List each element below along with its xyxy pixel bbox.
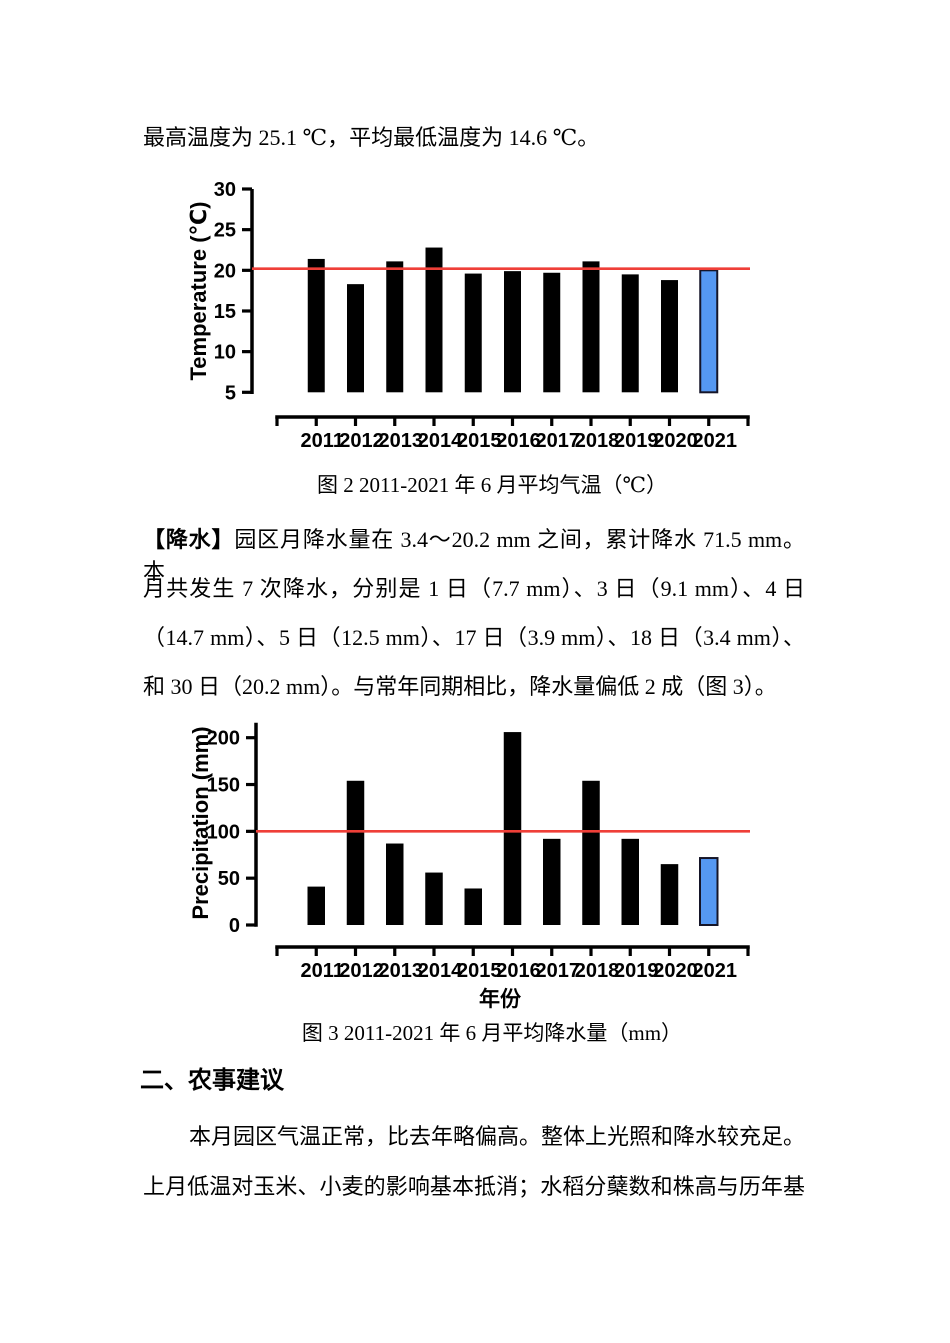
x-tick-label-2017: 2017	[536, 960, 581, 982]
bar-2011	[307, 886, 325, 925]
x-tick-label-2014: 2014	[418, 960, 463, 982]
precip-paragraph-line-3: （14.7 mm）、5 日（12.5 mm）、17 日（3.9 mm）、18 日…	[143, 625, 805, 650]
x-tick-label-2015: 2015	[457, 430, 502, 452]
bar-2012	[347, 284, 364, 393]
y-tick-label: 15	[214, 301, 236, 323]
y-axis-label: Temperature (℃)	[186, 201, 211, 380]
bar-2018	[582, 261, 600, 393]
y-axis-label: Precipitation (mm)	[188, 726, 213, 919]
bar-2014	[425, 247, 443, 393]
precip-line-1-text: 园区月降水量在 3.4～20.2 mm 之间，累计降水 71.5 mm。本	[143, 527, 805, 584]
x-tick-label-2021: 2021	[693, 960, 738, 982]
bar-2021	[699, 857, 719, 926]
bar-2017	[543, 272, 561, 393]
x-tick-label-2013: 2013	[379, 960, 424, 982]
precip-paragraph-line-4: 和 30 日（20.2 mm）。与常年同期相比，降水量偏低 2 成（图 3）。	[143, 674, 777, 699]
bar-2019	[621, 274, 639, 393]
bar-2016	[504, 271, 521, 393]
y-tick-label: 10	[214, 342, 236, 364]
precip-paragraph-line-1: 【降水】园区月降水量在 3.4～20.2 mm 之间，累计降水 71.5 mm。…	[143, 524, 805, 588]
x-tick-label-2016: 2016	[496, 430, 541, 452]
bar-2011	[307, 258, 325, 393]
y-tick-label: 150	[207, 775, 240, 797]
x-tick-label-2018: 2018	[575, 430, 620, 452]
bar-2020	[661, 280, 678, 393]
y-tick-label: 0	[229, 915, 240, 937]
y-tick-label: 5	[225, 382, 236, 404]
x-tick-label-2021: 2021	[693, 430, 738, 452]
x-tick-label-2013: 2013	[379, 430, 424, 452]
bar-2021	[699, 269, 719, 394]
figure3-caption: 图 3 2011-2021 年 6 月平均降水量（mm）	[301, 1021, 683, 1045]
precip-lead-label: 【降水】	[143, 527, 235, 552]
x-tick-label-2016: 2016	[496, 960, 541, 982]
x-tick-label-2019: 2019	[614, 430, 659, 452]
x-tick-label-2015: 2015	[457, 960, 502, 982]
advice-paragraph-line-1: 本月园区气温正常，比去年略偏高。整体上光照和降水较充足。	[189, 1124, 806, 1149]
x-tick-label-2011: 2011	[301, 430, 344, 452]
x-tick-label-2014: 2014	[418, 430, 463, 452]
x-axis-label: 年份	[479, 987, 522, 1011]
x-tick-label-2011: 2011	[301, 960, 344, 982]
intro-line: 最高温度为 25.1 ℃，平均最低温度为 14.6 ℃。	[143, 125, 600, 150]
bar-2015	[464, 273, 482, 393]
precip-paragraph-line-2: 月共发生 7 次降水，分别是 1 日（7.7 mm）、3 日（9.1 mm）、4…	[143, 576, 805, 601]
figure2-caption: 图 2 2011-2021 年 6 月平均气温（℃）	[317, 473, 667, 497]
bar-2013	[386, 843, 404, 925]
bar-2018	[582, 780, 600, 925]
y-tick-label: 200	[207, 728, 240, 750]
bar-2013	[386, 261, 404, 393]
section-heading: 二、农事建议	[140, 1068, 284, 1094]
advice-paragraph-line-2: 上月低温对玉米、小麦的影响基本抵消；水稻分蘖数和株高与历年基	[143, 1174, 805, 1199]
bar-2014	[425, 872, 443, 925]
x-tick-label-2020: 2020	[653, 960, 698, 982]
y-tick-label: 20	[214, 260, 236, 282]
y-tick-label: 25	[214, 220, 236, 242]
bar-2020	[660, 864, 679, 925]
x-tick-label-2012: 2012	[339, 430, 384, 452]
bar-2015	[464, 888, 482, 925]
bar-2019	[621, 838, 639, 925]
x-tick-label-2019: 2019	[614, 960, 659, 982]
x-tick-label-2012: 2012	[339, 960, 384, 982]
x-tick-label-2017: 2017	[536, 430, 581, 452]
y-tick-label: 50	[218, 868, 240, 890]
x-tick-label-2018: 2018	[575, 960, 620, 982]
y-tick-label: 100	[207, 821, 240, 843]
x-tick-label-2020: 2020	[653, 430, 698, 452]
y-tick-label: 30	[214, 179, 236, 201]
bar-2017	[543, 838, 561, 925]
bar-2012	[346, 780, 365, 925]
bar-2016	[503, 732, 522, 925]
